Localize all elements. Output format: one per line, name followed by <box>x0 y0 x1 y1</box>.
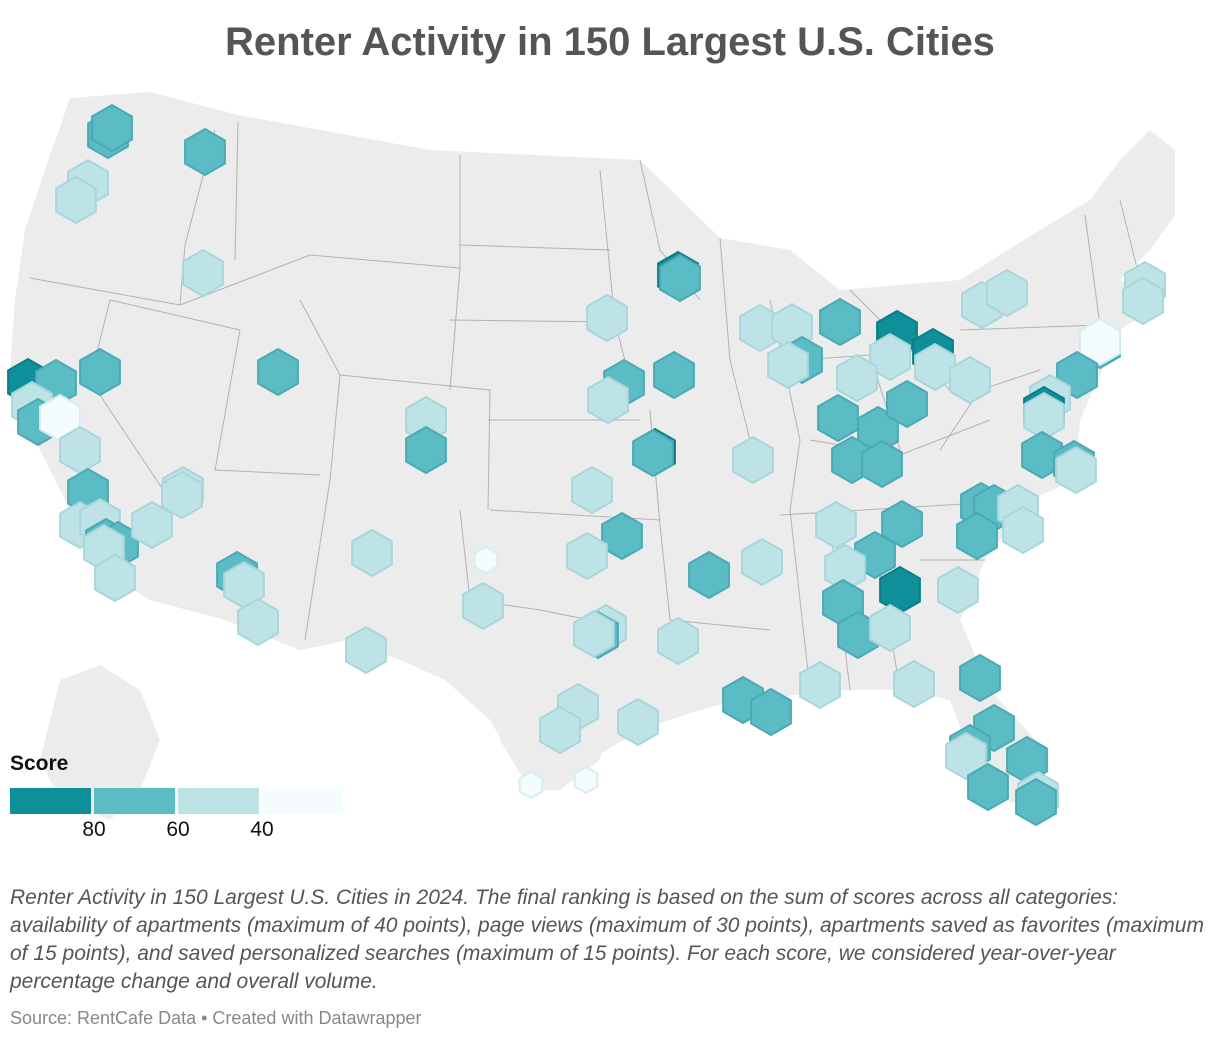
chart-title: Renter Activity in 150 Largest U.S. Citi… <box>225 20 995 64</box>
legend-tick-40: 40 <box>250 818 274 841</box>
city-hex[interactable] <box>1122 276 1164 326</box>
city-hex[interactable] <box>886 379 928 429</box>
city-hex[interactable] <box>473 545 499 575</box>
city-hex[interactable] <box>566 531 608 581</box>
city-hex[interactable] <box>1002 505 1044 555</box>
city-hex[interactable] <box>573 609 615 659</box>
city-hex[interactable] <box>688 550 730 600</box>
city-hex[interactable] <box>617 697 659 747</box>
state-border-6 <box>214 329 241 471</box>
state-border-7 <box>214 469 321 476</box>
legend-swatch-2 <box>178 788 259 814</box>
city-hex[interactable] <box>819 297 861 347</box>
city-hex[interactable] <box>767 340 809 390</box>
city-hex[interactable] <box>182 248 224 298</box>
city-hex[interactable] <box>573 765 599 795</box>
city-hex[interactable] <box>345 625 387 675</box>
city-hex[interactable] <box>161 470 203 520</box>
city-hex[interactable] <box>879 565 921 615</box>
state-border-10 <box>449 155 461 391</box>
city-hex[interactable] <box>949 355 991 405</box>
city-hex[interactable] <box>539 705 581 755</box>
state-border-18 <box>719 237 751 441</box>
city-hex[interactable] <box>1015 777 1057 827</box>
legend-title: Score <box>10 752 69 775</box>
legend-tick-60: 60 <box>166 818 190 841</box>
city-hex[interactable] <box>601 511 643 561</box>
city-hex[interactable] <box>632 428 674 478</box>
city-hex[interactable] <box>653 350 695 400</box>
city-hex[interactable] <box>1079 317 1121 367</box>
city-hex[interactable] <box>1055 445 1097 495</box>
legend: Score 80 60 40 <box>10 752 350 842</box>
city-hex[interactable] <box>351 528 393 578</box>
city-hex[interactable] <box>750 687 792 737</box>
state-border-27 <box>1084 214 1101 326</box>
city-hex[interactable] <box>586 293 628 343</box>
state-border-0 <box>29 277 181 306</box>
legend-swatch-0 <box>10 788 91 814</box>
legend-tick-80: 80 <box>82 818 106 841</box>
city-hex[interactable] <box>732 435 774 485</box>
city-hex[interactable] <box>94 553 136 603</box>
city-hex[interactable] <box>131 500 173 550</box>
city-hex[interactable] <box>659 253 701 303</box>
city-hex[interactable] <box>956 511 998 561</box>
source-credit: Source: RentCafe Data • Created with Dat… <box>10 1008 422 1028</box>
state-border-1 <box>179 254 461 306</box>
city-hex[interactable] <box>55 175 97 225</box>
city-hex[interactable] <box>815 500 857 550</box>
city-hex[interactable] <box>587 375 629 425</box>
city-hex[interactable] <box>405 425 447 475</box>
city-hex[interactable] <box>986 268 1028 318</box>
city-hex[interactable] <box>237 597 279 647</box>
city-hex[interactable] <box>741 537 783 587</box>
description: Renter Activity in 150 Largest U.S. Citi… <box>10 886 1204 993</box>
state-border-9 <box>339 374 491 511</box>
city-hex[interactable] <box>571 465 613 515</box>
state-border-8 <box>299 299 341 641</box>
city-hex[interactable] <box>861 439 903 489</box>
city-hex[interactable] <box>914 342 956 392</box>
state-border-11 <box>459 244 611 251</box>
city-hex[interactable] <box>937 565 979 615</box>
land-shape-1 <box>40 665 160 820</box>
city-hex[interactable] <box>959 653 1001 703</box>
city-hex[interactable] <box>881 499 923 549</box>
state-border-5 <box>109 299 241 331</box>
city-hex[interactable] <box>184 127 226 177</box>
city-hex[interactable] <box>257 347 299 397</box>
city-hex[interactable] <box>869 332 911 382</box>
city-hex[interactable] <box>799 660 841 710</box>
city-hex[interactable] <box>836 353 878 403</box>
city-hex[interactable] <box>91 103 133 153</box>
city-hex[interactable] <box>945 731 987 781</box>
city-hex[interactable] <box>1021 430 1063 480</box>
city-hex[interactable] <box>59 425 101 475</box>
legend-swatch-3 <box>262 788 343 814</box>
legend-swatch-1 <box>94 788 175 814</box>
city-hex[interactable] <box>79 347 121 397</box>
state-border-2 <box>234 121 239 261</box>
city-hex[interactable] <box>893 659 935 709</box>
city-hex[interactable] <box>462 581 504 631</box>
city-hexes <box>7 103 1166 827</box>
city-hex[interactable] <box>967 762 1009 812</box>
us-hex-map <box>7 92 1175 827</box>
state-border-15 <box>459 509 591 621</box>
state-border-26 <box>959 324 1101 331</box>
city-hex[interactable] <box>817 393 859 443</box>
city-hex[interactable] <box>657 616 699 666</box>
city-hex[interactable] <box>518 770 544 800</box>
city-hex[interactable] <box>869 603 911 653</box>
